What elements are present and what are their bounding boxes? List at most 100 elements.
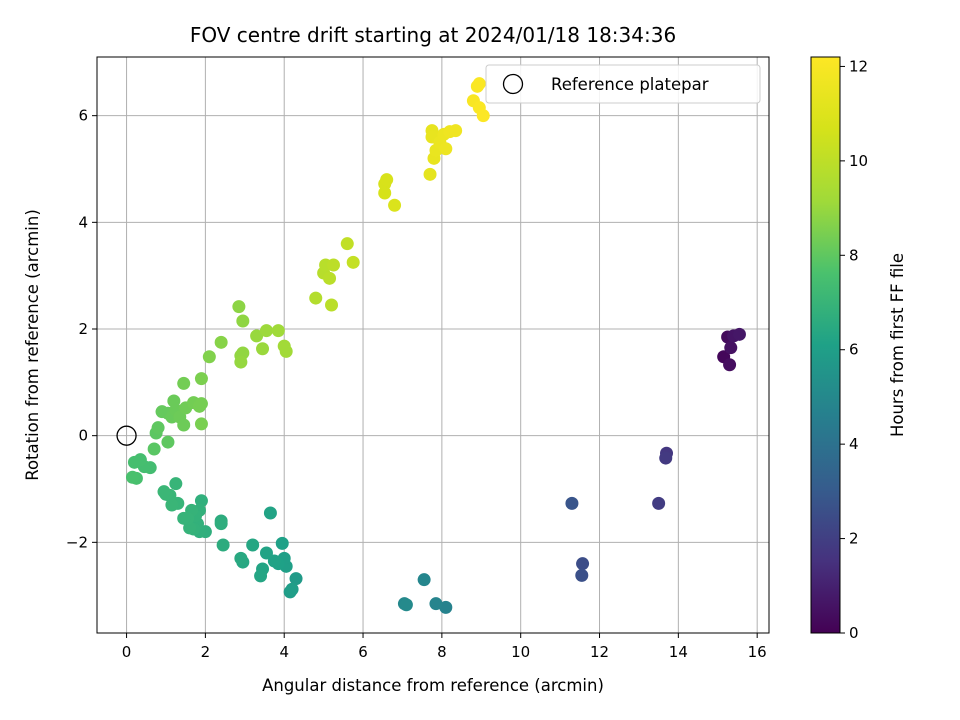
data-point <box>417 573 431 587</box>
data-point <box>147 442 161 456</box>
colorbar-tick-label: 6 <box>849 341 859 359</box>
data-point <box>202 350 216 364</box>
data-point <box>177 418 191 432</box>
x-tick-label: 10 <box>511 643 530 661</box>
colorbar-tick-label: 8 <box>849 246 859 264</box>
data-point <box>285 582 299 596</box>
data-point <box>659 451 673 465</box>
data-point <box>565 496 579 510</box>
data-point <box>724 341 738 355</box>
data-point <box>323 271 337 285</box>
y-axis-label: Rotation from reference (arcmin) <box>23 209 42 481</box>
data-point <box>127 455 141 469</box>
data-point <box>254 569 268 583</box>
data-point <box>732 327 746 341</box>
x-tick-label: 6 <box>358 643 368 661</box>
data-point <box>214 517 228 531</box>
data-point <box>472 77 486 91</box>
y-tick-label: 6 <box>78 107 88 125</box>
x-tick-label: 0 <box>122 643 132 661</box>
data-point <box>275 536 289 550</box>
data-point <box>246 538 260 552</box>
data-point <box>575 568 589 582</box>
data-point <box>151 421 165 435</box>
y-tick-label: −2 <box>66 533 88 551</box>
data-point <box>271 324 285 338</box>
data-point <box>652 496 666 510</box>
plot-frame <box>96 56 770 634</box>
data-point <box>423 167 437 181</box>
data-point <box>449 124 463 138</box>
reference-point <box>116 425 137 446</box>
data-point <box>232 300 246 314</box>
data-point <box>234 355 248 369</box>
data-point <box>346 255 360 269</box>
colorbar-frame <box>810 56 841 634</box>
colorbar-tick-label: 12 <box>849 57 868 75</box>
x-tick-label: 14 <box>669 643 688 661</box>
data-point <box>177 376 191 390</box>
data-point <box>325 298 339 312</box>
x-axis-ticks: 0 2 4 6 8 10 12 14 16 <box>122 633 767 661</box>
data-point <box>279 344 293 358</box>
data-point <box>157 485 171 499</box>
colorbar-ticks: 0 2 4 6 8 10 12 <box>840 57 868 642</box>
data-point <box>194 417 208 431</box>
data-point <box>194 372 208 386</box>
colorbar-tick-label: 4 <box>849 435 859 453</box>
data-point <box>340 237 354 251</box>
colorbar: 0 2 4 6 8 10 12 Hours from first FF file <box>810 56 907 642</box>
data-point <box>399 598 413 612</box>
data-point <box>439 142 453 156</box>
colorbar-gradient <box>811 57 840 633</box>
data-point <box>259 324 273 338</box>
data-point <box>723 358 737 372</box>
data-point <box>380 173 394 187</box>
data-point <box>378 186 392 200</box>
data-points <box>125 77 746 614</box>
data-point <box>309 291 323 305</box>
data-point <box>289 572 303 586</box>
data-point <box>214 335 228 349</box>
legend-entry-reference-platepar: Reference platepar <box>551 75 709 94</box>
data-point <box>576 557 590 571</box>
x-tick-label: 2 <box>201 643 211 661</box>
data-point <box>169 477 183 491</box>
data-point <box>250 329 264 343</box>
data-point <box>267 554 281 568</box>
x-tick-label: 4 <box>279 643 289 661</box>
data-point <box>439 600 453 614</box>
colorbar-tick-label: 0 <box>849 624 859 642</box>
chart-title: FOV centre drift starting at 2024/01/18 … <box>190 23 676 47</box>
data-point <box>263 506 277 520</box>
data-point <box>216 538 230 552</box>
data-point <box>256 342 270 356</box>
data-point <box>161 435 175 449</box>
colorbar-label: Hours from first FF file <box>888 253 907 437</box>
y-axis-ticks: −2 0 2 4 6 <box>66 107 97 551</box>
data-point <box>234 551 248 565</box>
x-tick-label: 8 <box>437 643 447 661</box>
legend-box <box>485 64 761 104</box>
colorbar-tick-label: 2 <box>849 530 859 548</box>
reference-marker <box>116 425 137 446</box>
data-point <box>236 314 250 328</box>
data-point <box>125 470 139 484</box>
legend: Reference platepar <box>485 64 761 104</box>
x-tick-label: 16 <box>748 643 767 661</box>
y-tick-label: 2 <box>78 320 88 338</box>
data-point <box>259 546 273 560</box>
data-point <box>194 397 208 411</box>
data-point <box>476 109 490 123</box>
x-axis-label: Angular distance from reference (arcmin) <box>262 676 604 695</box>
x-tick-label: 12 <box>590 643 609 661</box>
data-point <box>388 198 402 212</box>
data-point <box>326 258 340 272</box>
y-tick-label: 0 <box>78 427 88 445</box>
colorbar-tick-label: 10 <box>849 152 868 170</box>
y-tick-label: 4 <box>78 213 88 231</box>
data-point <box>429 597 443 611</box>
legend-marker <box>502 73 524 95</box>
data-point <box>177 511 191 525</box>
